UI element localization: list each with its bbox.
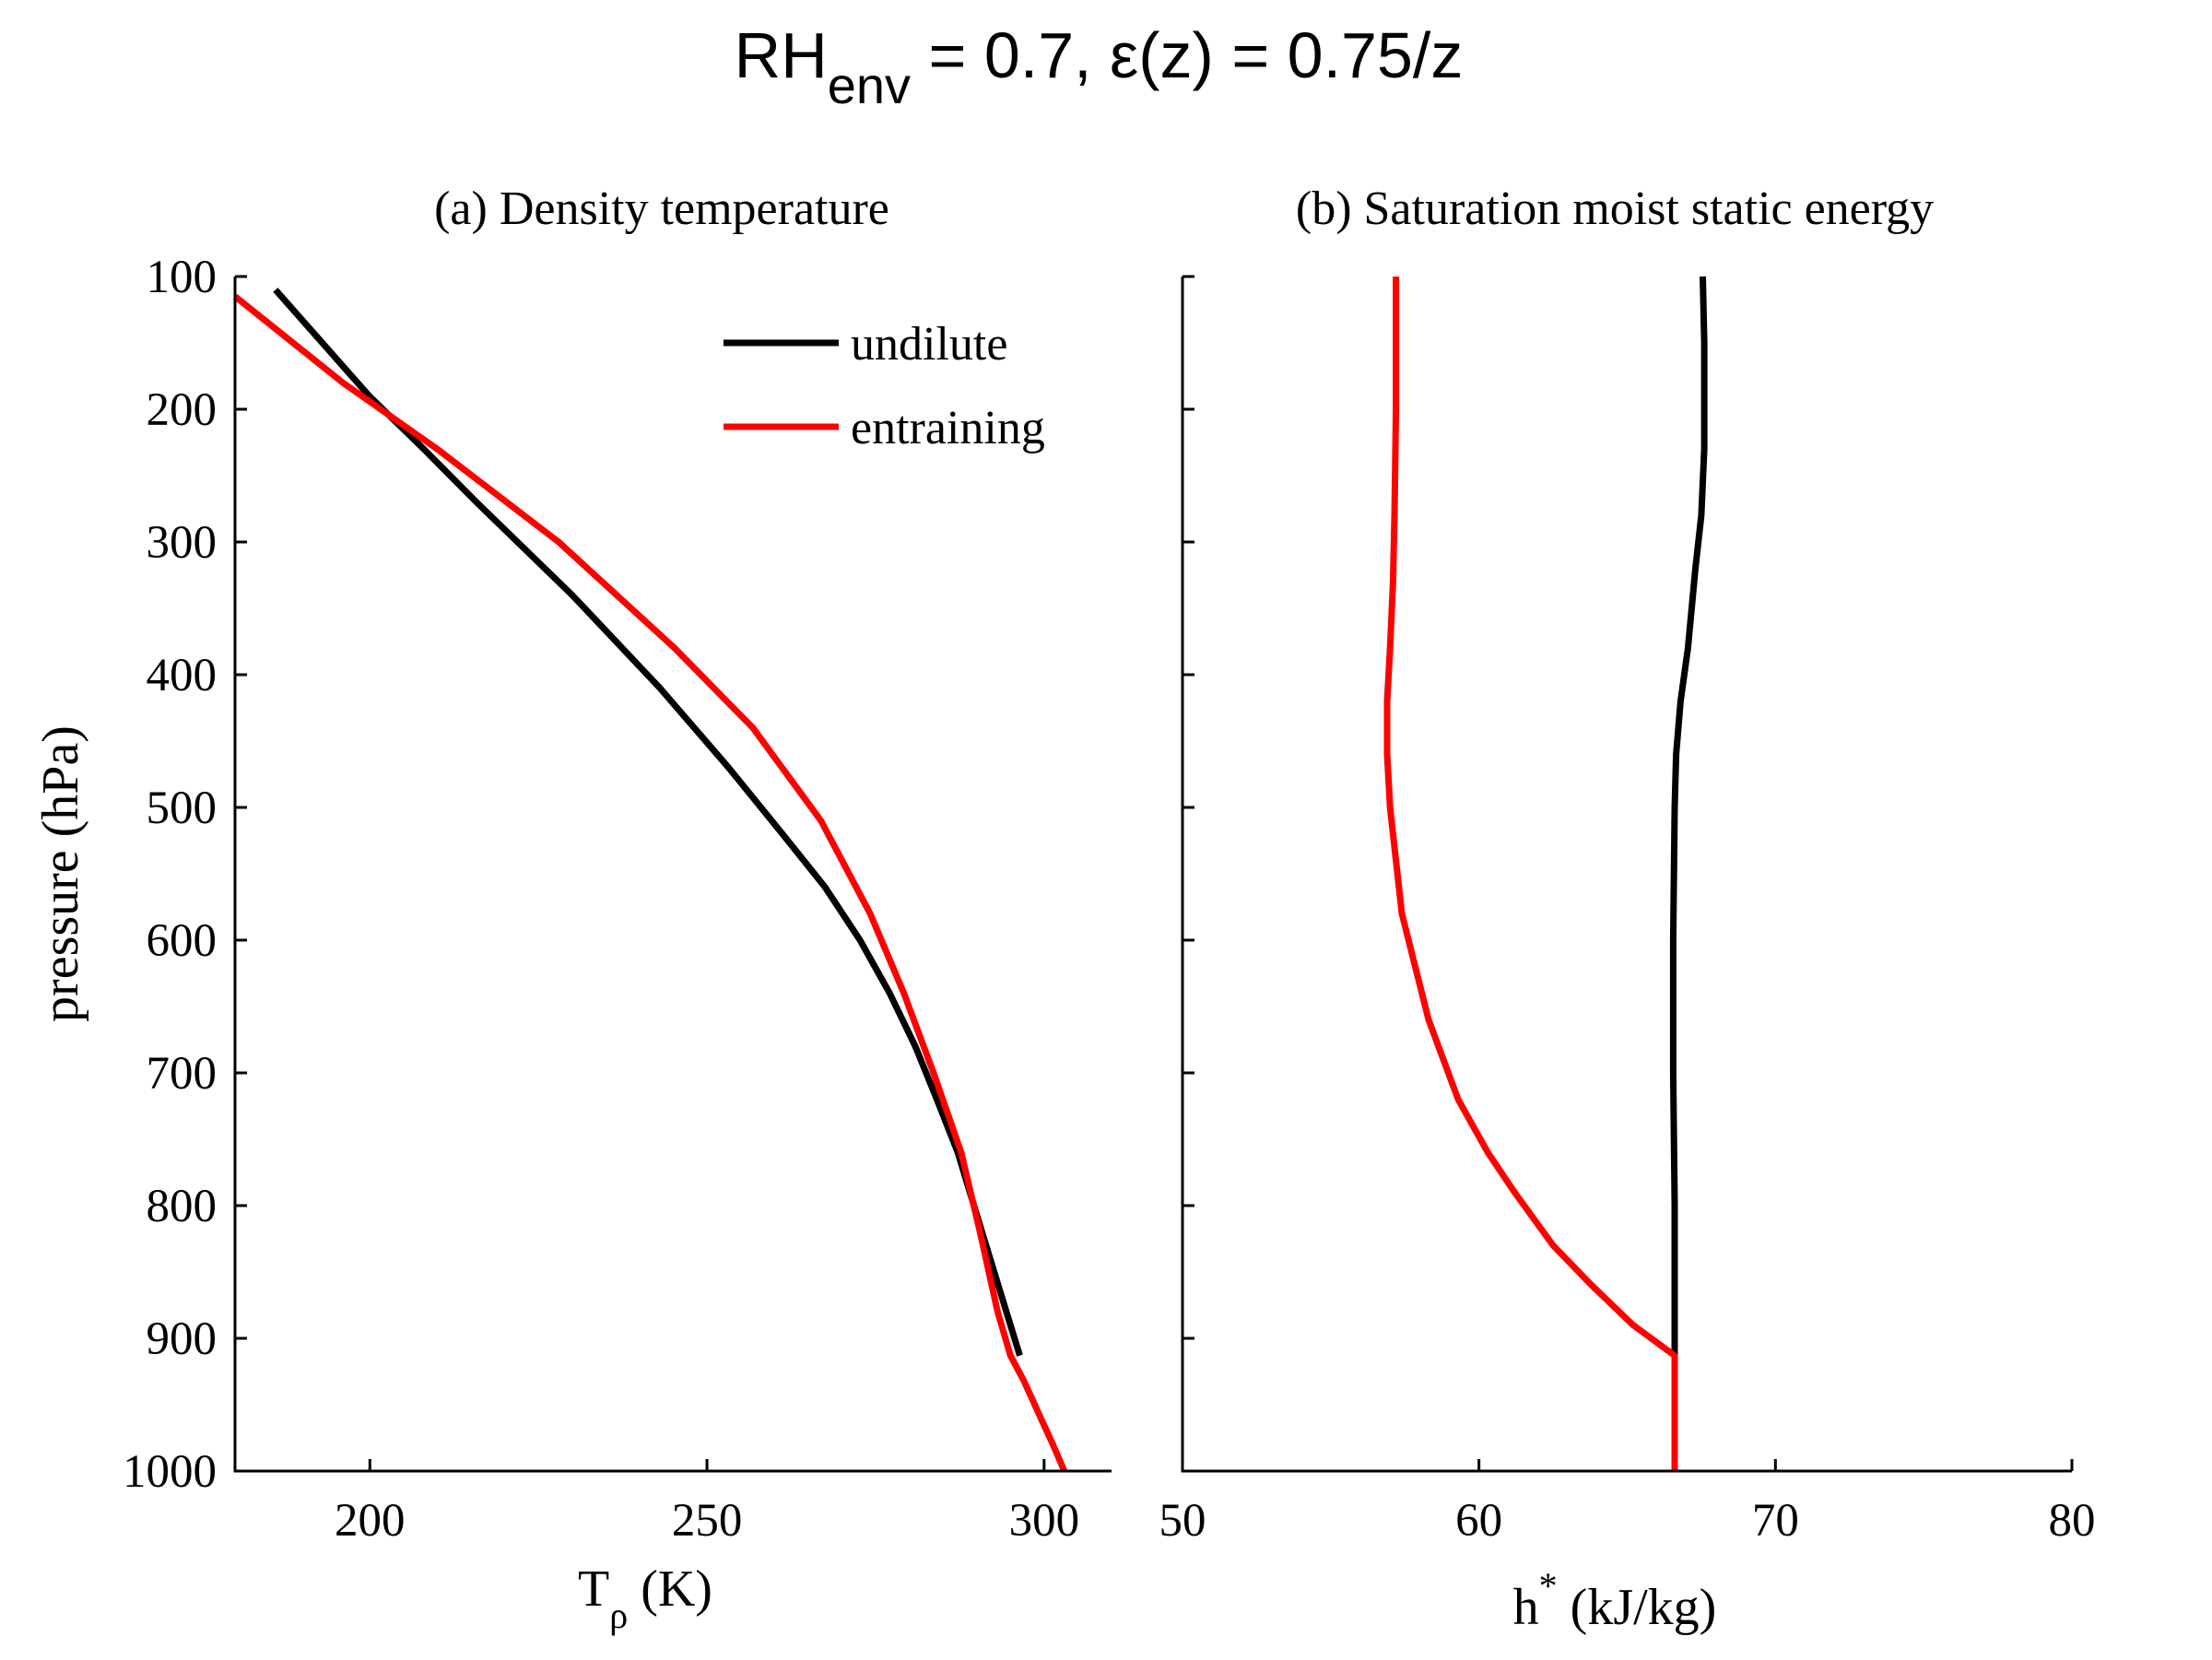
- panel-a-xtick-label: 300: [1009, 1495, 1080, 1547]
- legend-label-entraining: entraining: [851, 402, 1045, 454]
- panel-a-xlabel-sub: ρ: [609, 1595, 628, 1636]
- panel-a-ytick-label: 300: [147, 517, 218, 569]
- suptitle-sub: env: [828, 56, 911, 114]
- panel-a-series-entraining: [232, 293, 1068, 1473]
- panel-a-ytick-label: 200: [147, 384, 218, 436]
- panel-a-ytick-label: 900: [147, 1313, 218, 1365]
- panel-a-ytick-label: 100: [147, 252, 218, 303]
- panel-a-xtick-label: 200: [335, 1495, 406, 1547]
- panel-a-ytick-label: 400: [147, 650, 218, 701]
- panel-b-xlabel-rest: (kJ/kg): [1558, 1579, 1717, 1636]
- panel-a-xtick-label: 250: [672, 1495, 743, 1547]
- legend: undilute entraining: [724, 318, 1045, 454]
- panel-a: (a) Density temperature 200 250 300 100 200 3…: [32, 182, 1112, 1636]
- panel-b-ticks: 50 60 70 80: [1159, 275, 2096, 1547]
- suptitle-rest: = 0.7, ε(z) = 0.75/z: [911, 19, 1463, 91]
- panel-b-xtick-label: 60: [1455, 1495, 1502, 1547]
- panel-a-ylabel: pressure (hPa): [32, 725, 89, 1022]
- panel-b-series: [1383, 276, 1708, 1471]
- panel-a-ytick-label: 1000: [123, 1446, 217, 1498]
- figure-suptitle: RHenv = 0.7, ε(z) = 0.75/z: [735, 19, 1464, 114]
- suptitle-base: RH: [735, 19, 828, 91]
- panel-a-title: (a) Density temperature: [434, 182, 889, 235]
- panel-b-xtick-label: 50: [1159, 1495, 1206, 1547]
- panel-a-xlabel-base: T: [578, 1560, 609, 1618]
- panel-b-xlabel: h* (kJ/kg): [1513, 1565, 1717, 1636]
- panel-a-xlabel-rest: (K): [628, 1560, 712, 1618]
- panel-a-ytick-label: 800: [147, 1181, 218, 1232]
- panel-b-axis-lines: [1181, 277, 2072, 1473]
- panel-b-xtick-label: 70: [1752, 1495, 1799, 1547]
- panel-b-xlabel-base: h: [1513, 1579, 1539, 1636]
- panel-a-ytick-label: 500: [147, 783, 218, 834]
- panel-a-ytick-label: 700: [147, 1048, 218, 1100]
- panel-a-axis-lines: [233, 277, 1112, 1473]
- panel-b: (b) Saturation moist static energy 50 60 7…: [1159, 182, 2096, 1636]
- panel-b-series-undilute: [1669, 276, 1708, 1471]
- panel-b-xlabel-sup: *: [1539, 1565, 1558, 1607]
- panel-a-xlabel: Tρ (K): [578, 1560, 712, 1636]
- panel-b-series-entraining: [1383, 277, 1678, 1471]
- panel-b-title: (b) Saturation moist static energy: [1296, 182, 1934, 235]
- panel-a-series: [232, 288, 1068, 1473]
- panel-a-ytick-label: 600: [147, 915, 218, 967]
- panel-b-xtick-label: 80: [2049, 1495, 2096, 1547]
- panel-a-ticks: 200 250 300 100 200 300 400 500 600 700 800 900 1000: [123, 252, 1079, 1547]
- legend-label-undilute: undilute: [851, 318, 1007, 371]
